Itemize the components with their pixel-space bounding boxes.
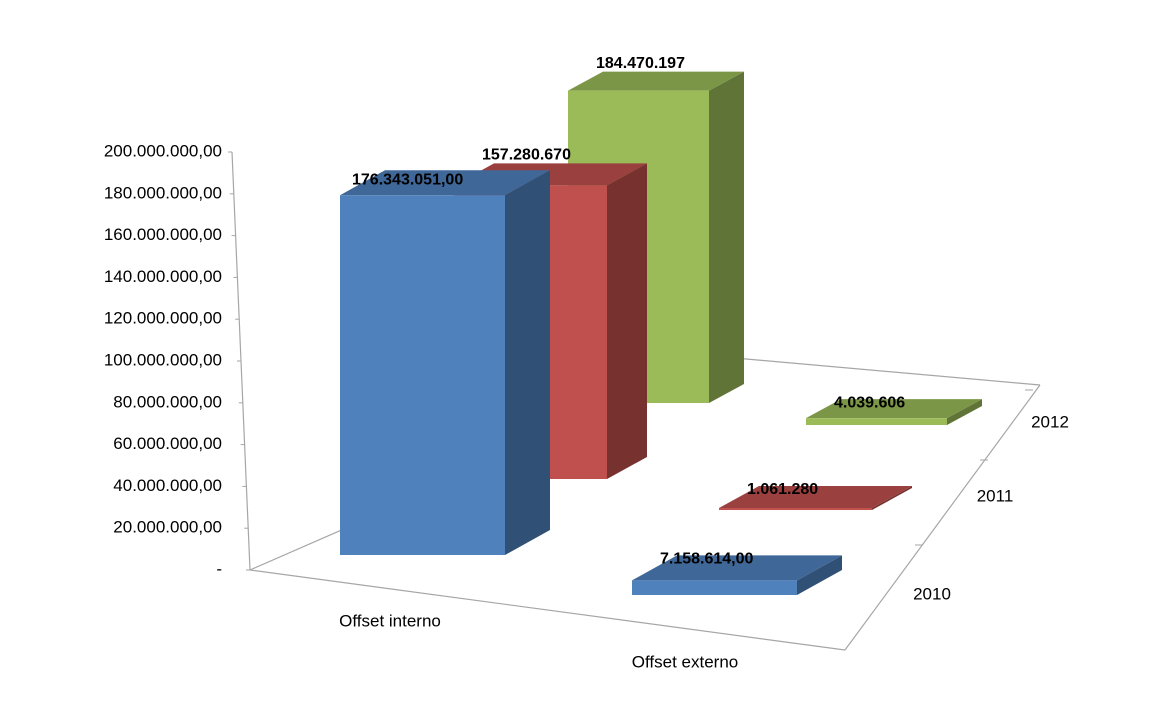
bar [632,580,797,595]
bar-side [709,71,744,403]
bar [719,508,872,510]
bar-top [806,399,982,419]
value-label: 157.280.670 [482,147,571,164]
y-tick-label: 20.000.000,00 [113,518,222,537]
y-tick-label: 100.000.000,00 [104,350,222,369]
x-tick-label: Offset interno [339,611,441,630]
value-label: 1.061.280 [747,481,818,498]
y-tick-label: 140.000.000,00 [104,267,222,286]
y-tick-label: 160.000.000,00 [104,225,222,244]
value-label: 184.470.197 [596,55,685,72]
x-tick-label: Offset externo [632,652,738,671]
bar-top [568,71,744,91]
y-tick-label: 180.000.000,00 [104,183,222,202]
depth-label: 2010 [913,584,951,603]
y-tick-label: 120.000.000,00 [104,309,222,328]
bar-top [719,486,912,509]
y-tick-label: 200.000.000,00 [104,141,222,160]
bar-side [797,555,842,595]
bar-side [607,163,647,479]
value-label: 4.039.606 [834,394,905,411]
bar-side [872,486,912,510]
floor-back-edge [734,357,1041,386]
y-tick-label: 80.000.000,00 [113,392,222,411]
floor-front-edge [249,569,846,651]
depth-label: 2012 [1031,412,1069,431]
bar-side [505,170,550,555]
value-label: 7.158.614,00 [660,551,754,568]
y-tick-label: 60.000.000,00 [113,434,222,453]
depth-label: 2011 [977,486,1014,505]
bar [806,418,947,425]
bar-side [947,399,982,425]
value-label: 176.343.051,00 [352,171,463,188]
y-tick-label: 40.000.000,00 [113,476,222,495]
bar-top [632,555,842,581]
bar-top [340,170,550,196]
depth-axis [844,384,1041,651]
bar [340,195,505,555]
y-tick-label: - [216,559,222,578]
